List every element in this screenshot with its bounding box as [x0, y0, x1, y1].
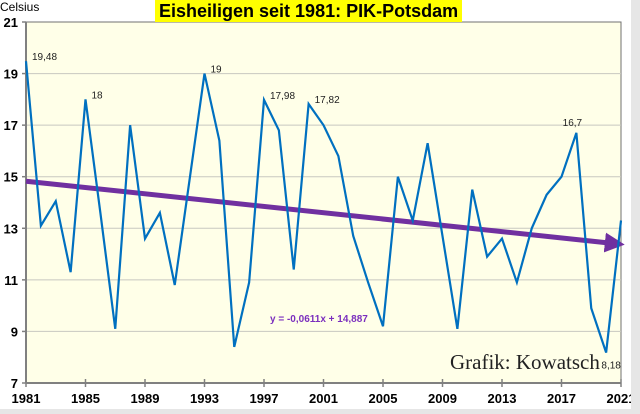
- data-label: 17,98: [270, 91, 295, 102]
- credit-annotation: Grafik: Kowatsch: [450, 350, 600, 374]
- x-tick-label: 2013: [488, 391, 517, 406]
- data-label: 19: [211, 65, 223, 76]
- data-label: 19,48: [32, 52, 57, 63]
- y-tick-label: 13: [4, 221, 18, 236]
- data-label: 8,18: [601, 361, 621, 372]
- y-tick-label: 21: [4, 15, 18, 30]
- chart-title: Eisheiligen seit 1981: PIK-Potsdam: [155, 0, 463, 22]
- x-tick-label: 1981: [12, 391, 41, 406]
- y-tick-label: 11: [4, 273, 18, 288]
- line-chart: 7 9 11 13 15 17 19 21 1981 1985 1989 1993 1997 2001 20…: [4, 15, 631, 406]
- trendline-equation: y = -0,0611x + 14,887: [270, 314, 368, 325]
- x-tick-label: 2017: [547, 391, 576, 406]
- x-tick-label: 1989: [131, 391, 160, 406]
- x-tick-label: 2001: [309, 391, 338, 406]
- x-tick-label: 1985: [71, 391, 100, 406]
- y-tick-label: 7: [11, 376, 18, 391]
- x-tick-label: 2009: [428, 391, 457, 406]
- y-tick-label: 9: [11, 324, 18, 339]
- x-tick-label: 2005: [369, 391, 398, 406]
- y-tick-label: 19: [4, 67, 18, 82]
- data-label: 18: [92, 90, 104, 101]
- x-tick-label: 1997: [250, 391, 279, 406]
- chart-frame: 7 9 11 13 15 17 19 21 1981 1985 1989 1993 1997 2001 20…: [0, 0, 631, 409]
- y-axis-label: Celsius: [0, 0, 40, 14]
- data-label: 16,7: [563, 118, 583, 129]
- x-tick-label: 1993: [190, 391, 219, 406]
- y-tick-label: 17: [4, 118, 18, 133]
- data-label: 17,82: [315, 95, 340, 106]
- y-tick-label: 15: [4, 170, 18, 185]
